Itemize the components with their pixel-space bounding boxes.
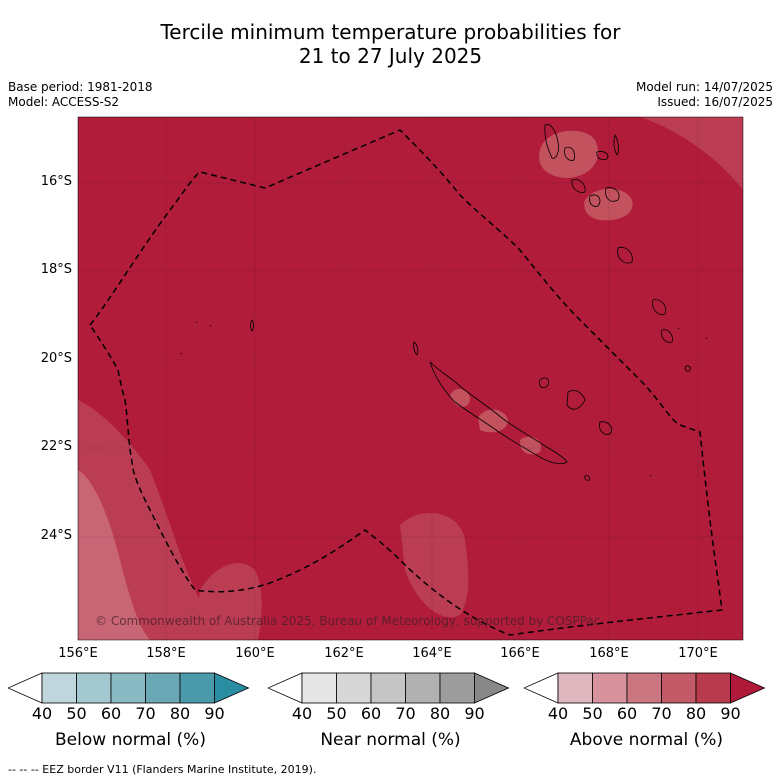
model-run-label: Model run: 14/07/2025 xyxy=(635,80,773,94)
eez-footer-note: -- -- -- EEZ border V11 (Flanders Marine… xyxy=(8,763,317,776)
colorbar-tick-label: 50 xyxy=(326,704,347,723)
loyalty-islands xyxy=(539,377,613,481)
zone-sw xyxy=(195,562,262,640)
colorbar-2 xyxy=(524,672,766,704)
colorbar-tick-label: 60 xyxy=(616,704,638,723)
colorbar-tick-label: 50 xyxy=(66,704,87,723)
latitude-tick-label: 16°S xyxy=(40,174,72,189)
colorbar-0 xyxy=(8,672,250,704)
longitude-tick-label: 158°E xyxy=(146,646,186,661)
colorbar-tick-label: 80 xyxy=(169,704,191,723)
colorbar-segment xyxy=(370,672,406,704)
colorbar-tick-label: 90 xyxy=(204,704,225,723)
colorbar-tick-label: 90 xyxy=(720,704,741,723)
colorbar-lower-extension xyxy=(524,672,559,704)
issued-label: Issued: 16/07/2025 xyxy=(657,95,773,109)
colorbar-tick-label: 40 xyxy=(547,704,569,723)
meta-left: Base period: 1981-2018 Model: ACCESS-S2 xyxy=(8,80,153,110)
longitude-tick-label: 160°E xyxy=(235,646,275,661)
colorbar-segment xyxy=(145,672,181,704)
longitude-tick-label: 170°E xyxy=(678,646,718,661)
colorbar-segment xyxy=(110,672,146,704)
colorbar-upper-extension xyxy=(214,672,250,704)
colorbar-tick-label: 40 xyxy=(31,704,53,723)
small-islands xyxy=(180,319,708,477)
colorbar-segment xyxy=(41,672,77,704)
colorbar-tick-label: 60 xyxy=(360,704,382,723)
colorbar-segment xyxy=(76,672,112,704)
colorbar-upper-extension xyxy=(730,672,766,704)
meta-right: Model run: 14/07/2025 Issued: 16/07/2025 xyxy=(636,80,773,110)
zone-vanuatu-s xyxy=(584,188,633,221)
eez-border xyxy=(89,129,723,636)
colorbar-tick-label: 70 xyxy=(651,704,672,723)
new-caledonia-coast xyxy=(429,361,568,464)
colorbar-title: Near normal (%) xyxy=(320,730,461,750)
colorbar-segment xyxy=(439,672,475,704)
title-line-2: 21 to 27 July 2025 xyxy=(298,44,483,68)
zone-south xyxy=(400,513,469,618)
isle-of-pines xyxy=(413,341,419,356)
longitude-tick-label: 168°E xyxy=(589,646,629,661)
copyright-text: © Commonwealth of Australia 2025, Bureau… xyxy=(95,614,601,628)
latitude-tick-label: 22°S xyxy=(40,439,72,454)
zone-nc-2 xyxy=(478,409,508,433)
colorbar-segment xyxy=(661,672,697,704)
colorbar-segment xyxy=(405,672,441,704)
chart-title: Tercile minimum temperature probabilitie… xyxy=(0,20,781,68)
latitude-tick-label: 18°S xyxy=(40,262,72,277)
zone-nc-3 xyxy=(519,436,541,455)
colorbar-segment xyxy=(626,672,662,704)
model-label: Model: ACCESS-S2 xyxy=(8,95,120,109)
colorbar-segment xyxy=(557,672,593,704)
zone-west-light xyxy=(78,470,150,640)
vanuatu-coast xyxy=(544,123,691,372)
colorbar-tick-label: 50 xyxy=(582,704,603,723)
colorbar-tick-label: 70 xyxy=(395,704,416,723)
colorbar-segment xyxy=(592,672,628,704)
base-period-label: Base period: 1981-2018 xyxy=(8,80,153,94)
colorbar-1 xyxy=(268,672,510,704)
colorbar-title: Below normal (%) xyxy=(55,730,206,750)
colorbar-tick-label: 40 xyxy=(291,704,313,723)
zone-vanuatu-n xyxy=(539,130,599,178)
latitude-tick-label: 24°S xyxy=(40,528,72,543)
colorbar-lower-extension xyxy=(8,672,43,704)
colorbar-tick-label: 60 xyxy=(100,704,122,723)
latitude-tick-label: 20°S xyxy=(40,351,72,366)
title-line-1: Tercile minimum temperature probabilitie… xyxy=(160,20,621,44)
colorbar-tick-label: 80 xyxy=(685,704,707,723)
colorbar-segment xyxy=(336,672,372,704)
colorbar-upper-extension xyxy=(474,672,510,704)
colorbar-segment xyxy=(695,672,731,704)
colorbar-tick-label: 80 xyxy=(429,704,451,723)
colorbar-lower-extension xyxy=(268,672,303,704)
longitude-tick-label: 156°E xyxy=(58,646,98,661)
colorbar-title: Above normal (%) xyxy=(569,730,724,750)
colorbar-tick-label: 90 xyxy=(464,704,485,723)
zone-ne xyxy=(640,117,743,190)
colorbar-segment xyxy=(179,672,215,704)
longitude-tick-label: 162°E xyxy=(324,646,364,661)
longitude-tick-label: 164°E xyxy=(412,646,452,661)
colorbar-segment xyxy=(301,672,337,704)
colorbar-tick-label: 70 xyxy=(135,704,156,723)
map-frame xyxy=(77,116,744,641)
longitude-tick-label: 166°E xyxy=(500,646,540,661)
